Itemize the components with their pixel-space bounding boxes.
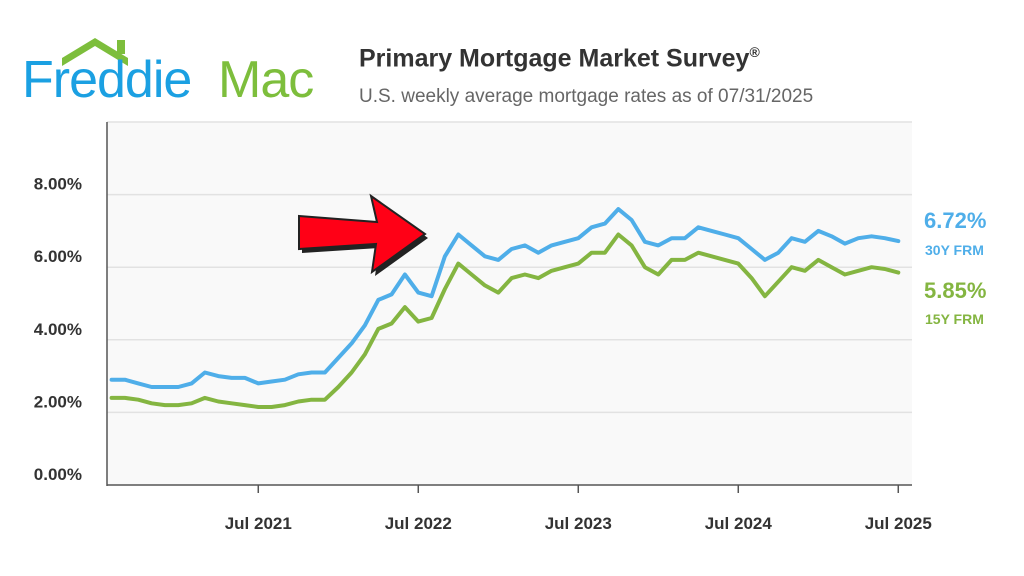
logo-word-freddie: Freddie (22, 51, 192, 109)
series-line-30y-frm (109, 207, 901, 389)
y-tick-label: 6.00% (34, 247, 82, 266)
registered-mark: ® (749, 44, 760, 60)
series-15y-last-value: 5.85% (924, 278, 987, 303)
y-tick-label: 2.00% (34, 392, 82, 411)
x-tick-label: Jul 2022 (385, 514, 452, 533)
chart-title: Primary Mortgage Market Survey® (359, 44, 760, 73)
y-tick-label: 0.00% (34, 465, 82, 484)
x-tick-label: Jul 2024 (705, 514, 773, 533)
x-tick-label: Jul 2023 (545, 514, 612, 533)
y-tick-label: 4.00% (34, 320, 82, 339)
freddie-mac-logo: Freddie Mac (22, 36, 332, 110)
red-arrow-annotation (298, 193, 428, 276)
chart-subtitle: U.S. weekly average mortgage rates as of… (359, 86, 814, 107)
series-line-15y-frm (109, 232, 901, 409)
house-roof-icon (62, 38, 128, 66)
series-30y-legend-label: 30Y FRM (925, 242, 984, 258)
series-15y-legend-label: 15Y FRM (925, 311, 984, 327)
series-30y-last-value: 6.72% (924, 208, 987, 233)
x-tick-label: Jul 2021 (225, 514, 292, 533)
logo-word-mac: Mac (218, 51, 314, 109)
plot-area (107, 122, 912, 485)
y-tick-label: 8.00% (34, 175, 82, 194)
title-text: Primary Mortgage Market Survey (359, 44, 750, 73)
x-tick-label: Jul 2025 (865, 514, 932, 533)
